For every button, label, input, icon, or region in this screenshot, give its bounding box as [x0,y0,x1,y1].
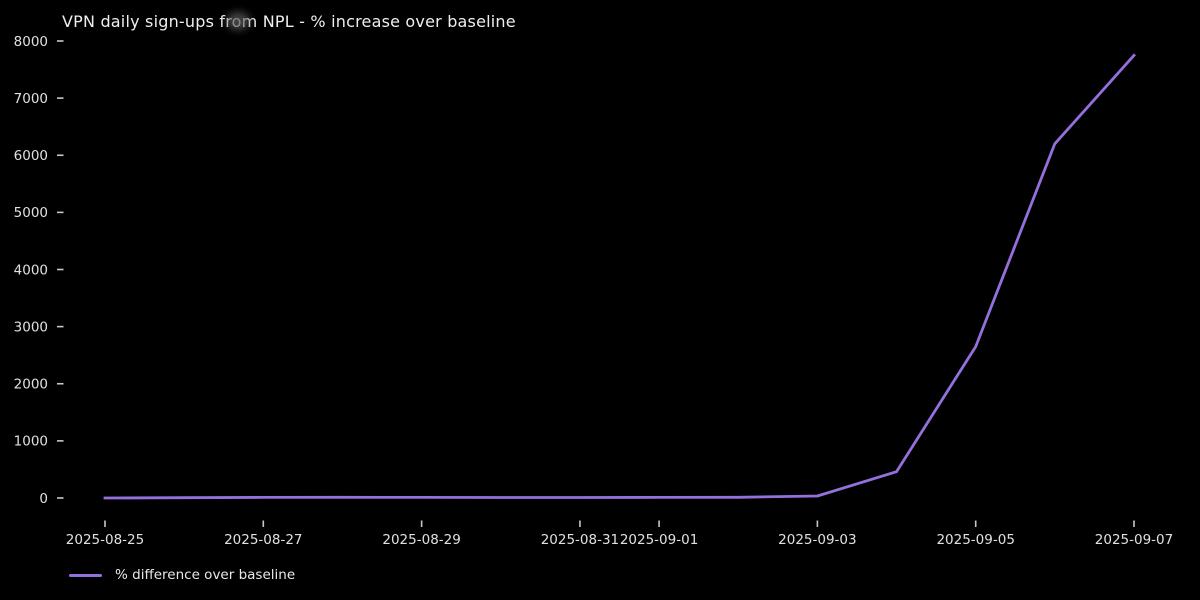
x-tick-label: 2025-08-29 [382,532,460,548]
y-tick-label: 0 [39,491,48,507]
y-tick-label: 1000 [14,434,48,450]
x-tick-label: 2025-09-03 [778,532,856,548]
x-tick-label: 2025-08-27 [224,532,302,548]
x-tick-label: 2025-09-01 [620,532,698,548]
legend: % difference over baseline [69,566,295,584]
legend-label: % difference over baseline [115,567,296,583]
y-tick-label: 3000 [14,319,48,335]
y-tick-label: 7000 [14,91,48,107]
y-tick-label: 8000 [14,34,48,50]
y-tick-label: 4000 [14,262,48,278]
legend-line-swatch [69,573,102,577]
smudge-artifact [226,12,250,30]
y-tick-label: 2000 [14,377,48,393]
x-tick-label: 2025-09-05 [936,532,1014,548]
x-tick-label: 2025-08-31 [541,532,619,548]
x-tick-label: 2025-09-07 [1095,532,1173,548]
x-tick-label: 2025-08-25 [66,532,144,548]
y-tick-label: 6000 [14,148,48,164]
chart-title: VPN daily sign-ups from NPL - % increase… [62,12,516,31]
series-line [103,53,1136,500]
y-tick-label: 5000 [14,205,48,221]
